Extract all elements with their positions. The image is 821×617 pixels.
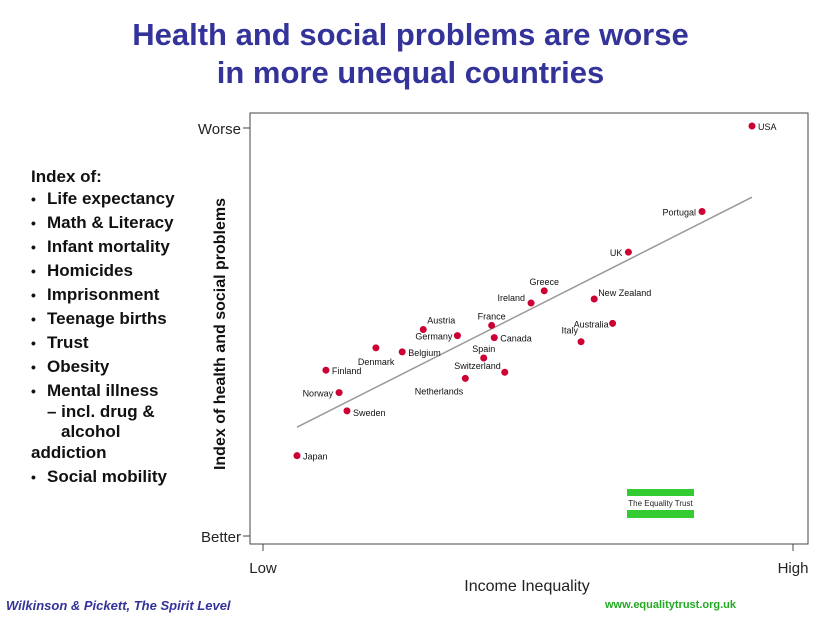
index-item: Math & Literacy (31, 213, 211, 234)
y-axis-label: Index of health and social problems (212, 198, 229, 470)
data-point (590, 295, 598, 303)
data-point (609, 319, 617, 327)
data-point (453, 332, 461, 340)
data-point (398, 348, 406, 356)
data-point (335, 389, 343, 397)
point-label: Sweden (353, 408, 386, 418)
point-label: USA (758, 122, 777, 132)
data-point (527, 299, 535, 307)
point-label: Canada (500, 334, 532, 344)
x-axis-label: Income Inequality (464, 578, 589, 595)
data-point (461, 374, 469, 382)
point-label: UK (610, 248, 623, 258)
point-label: Austria (427, 316, 455, 326)
equality-trust-logo: The Equality Trust (627, 489, 694, 518)
index-item-subtext: alcohol (61, 422, 121, 441)
data-point (624, 248, 632, 256)
data-point (501, 368, 509, 376)
x-tick-label: Low (249, 560, 277, 577)
y-tick-label: Worse (198, 121, 241, 138)
x-tick-label: High (778, 560, 809, 577)
y-tick-label: Better (201, 529, 241, 546)
index-item: Teenage births (31, 309, 211, 330)
point-label: Portugal (662, 207, 696, 217)
point-label: Germany (415, 332, 453, 342)
point-label: Spain (472, 344, 495, 354)
author-credit: Wilkinson & Pickett, The Spirit Level (6, 598, 231, 613)
title-line-1: Health and social problems are worse (132, 17, 689, 52)
index-heading: Index of: (31, 167, 102, 186)
data-point (540, 287, 548, 295)
point-label: Italy (562, 326, 579, 336)
point-label: Greece (529, 277, 559, 287)
data-point (419, 326, 427, 333)
data-point (293, 452, 301, 460)
chart-title: Health and social problems are worse in … (0, 16, 821, 92)
point-label: Switzerland (454, 361, 501, 371)
point-label: Belgium (408, 348, 441, 358)
index-item: Life expectancy (31, 189, 211, 210)
index-item: Infant mortality (31, 237, 211, 258)
data-point (488, 321, 496, 329)
index-list: Life expectancy Math & Literacy Infant m… (31, 189, 211, 487)
index-item-mental-illness: Mental illness – incl. drug & alcohol ad… (31, 381, 211, 463)
trend-line (296, 196, 753, 428)
data-point (490, 334, 498, 342)
logo-bar-bottom (627, 510, 694, 518)
axes: Worse Better Low High (198, 121, 809, 577)
index-item-label: Mental illness (47, 381, 159, 400)
index-item: Obesity (31, 357, 211, 378)
data-point (343, 407, 351, 415)
index-item: Trust (31, 333, 211, 354)
point-label: Netherlands (415, 386, 464, 396)
index-item-subtext: addiction (31, 442, 107, 462)
point-label: France (478, 311, 506, 321)
point-label: Denmark (358, 357, 395, 367)
index-item: Social mobility (31, 467, 211, 488)
point-label: Australia (574, 319, 609, 329)
data-point (577, 338, 585, 346)
data-point (322, 366, 330, 374)
data-point (372, 344, 380, 352)
point-label: Finland (332, 366, 362, 376)
index-item-subtext: – incl. drug & (47, 401, 155, 421)
logo-text: The Equality Trust (628, 499, 693, 508)
data-point (480, 354, 488, 362)
index-panel: Index of: Life expectancy Math & Literac… (31, 166, 211, 491)
data-point (698, 207, 706, 215)
plot-frame (249, 112, 809, 545)
title-line-2: in more unequal countries (216, 55, 605, 90)
logo-bar-top (627, 489, 694, 496)
website-url: www.equalitytrust.org.uk (605, 599, 736, 611)
point-label: Norway (303, 389, 334, 399)
point-label: Japan (303, 452, 328, 462)
index-item: Homicides (31, 261, 211, 282)
point-label: New Zealand (598, 288, 651, 298)
data-point (748, 122, 756, 130)
point-label: Ireland (498, 293, 526, 303)
index-item: Imprisonment (31, 285, 211, 306)
